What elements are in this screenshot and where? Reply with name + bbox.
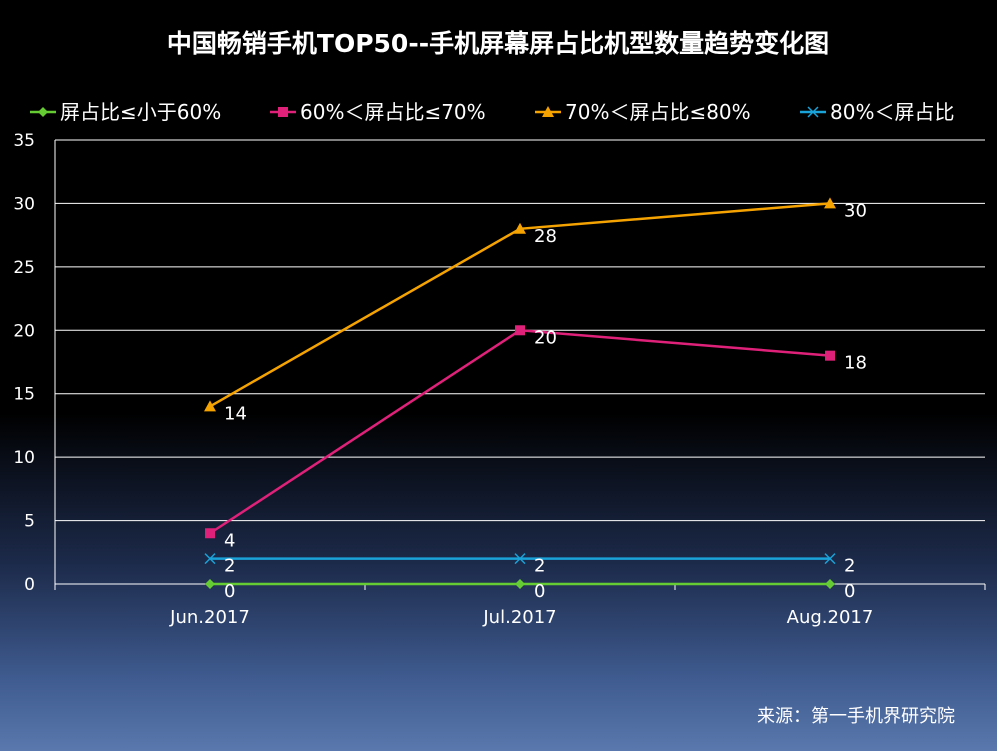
data-point <box>825 579 835 589</box>
data-label: 2 <box>224 556 235 577</box>
data-label: 2 <box>534 556 545 577</box>
series-4: 2 2 2 <box>204 553 855 577</box>
data-point <box>824 197 836 209</box>
legend-label: 60%＜屏占比≤70% <box>300 100 486 124</box>
series-3: 14 28 30 <box>204 197 867 424</box>
y-tick-label: 35 <box>13 131 35 151</box>
y-tick-label: 20 <box>13 321 35 341</box>
data-label: 30 <box>844 200 867 221</box>
data-label: 0 <box>224 581 235 602</box>
chart-title: 中国畅销手机TOP50--手机屏幕屏占比机型数量趋势变化图 <box>167 29 829 58</box>
data-label: 0 <box>534 581 545 602</box>
y-tick-label: 15 <box>13 385 35 405</box>
legend-marker <box>38 107 48 117</box>
axes: Jun.2017 Jul.2017 Aug.2017 <box>54 140 986 628</box>
data-label: 4 <box>224 530 235 551</box>
data-label: 0 <box>844 581 855 602</box>
data-label: 14 <box>224 403 247 424</box>
data-point <box>514 222 526 234</box>
legend-label: 80%＜屏占比 <box>830 100 954 124</box>
data-point <box>204 400 216 412</box>
data-label: 18 <box>844 353 867 374</box>
series-layer: 0 0 0 4 20 18 14 28 30 2 2 2 <box>204 197 867 602</box>
legend-marker <box>807 106 819 118</box>
x-tick-label: Jul.2017 <box>482 607 556 628</box>
data-point <box>205 579 215 589</box>
legend-marker <box>542 106 554 117</box>
data-point <box>824 553 836 565</box>
legend-marker <box>278 107 288 117</box>
data-label: 2 <box>844 556 855 577</box>
legend-label: 70%＜屏占比≤80% <box>565 100 751 124</box>
data-point <box>515 579 525 589</box>
data-point <box>204 553 216 565</box>
data-point <box>205 528 215 539</box>
data-label: 20 <box>534 327 557 348</box>
series-2: 4 20 18 <box>205 325 867 551</box>
series-line <box>209 202 831 408</box>
x-tick-label: Jun.2017 <box>169 607 250 628</box>
legend-item: 70%＜屏占比≤80% <box>535 100 751 124</box>
data-label: 28 <box>534 226 557 247</box>
data-point <box>514 553 526 565</box>
legend-item: 60%＜屏占比≤70% <box>270 100 486 124</box>
y-tick-label: 5 <box>24 512 35 532</box>
legend-item: 80%＜屏占比 <box>800 100 954 124</box>
grid: 0 5 10 15 20 25 30 35 <box>13 131 985 595</box>
series-1: 0 0 0 <box>205 579 855 602</box>
legend: 屏占比≤小于60% 60%＜屏占比≤70% 70%＜屏占比≤80% 80%＜屏占比 <box>30 100 954 124</box>
y-tick-label: 30 <box>13 194 35 214</box>
y-tick-label: 10 <box>13 448 35 468</box>
y-tick-label: 0 <box>24 575 35 595</box>
legend-label: 屏占比≤小于60% <box>60 100 221 124</box>
y-tick-label: 25 <box>13 258 35 278</box>
data-point <box>515 325 525 336</box>
series-line <box>209 329 831 535</box>
source-note: 来源：第一手机界研究院 <box>757 706 955 727</box>
legend-item: 屏占比≤小于60% <box>30 100 221 124</box>
x-tick-label: Aug.2017 <box>787 607 874 628</box>
data-point <box>825 350 835 361</box>
